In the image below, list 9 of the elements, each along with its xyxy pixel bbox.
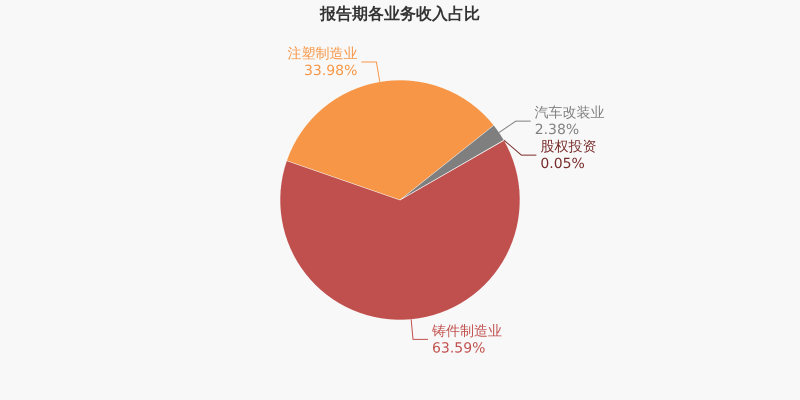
chart-title: 报告期各业务收入占比 — [319, 4, 480, 23]
slice-label: 注塑制造业 — [287, 46, 358, 62]
data-label: 0.05% — [540, 156, 585, 172]
slice-label: 汽车改装业 — [534, 105, 605, 122]
slice-label: 铸件制造业 — [431, 323, 502, 340]
data-label: 63.59% — [432, 340, 486, 356]
slice-label: 股权投资 — [540, 139, 596, 156]
data-label: 2.38% — [534, 122, 580, 138]
data-label: 33.98% — [304, 63, 358, 80]
